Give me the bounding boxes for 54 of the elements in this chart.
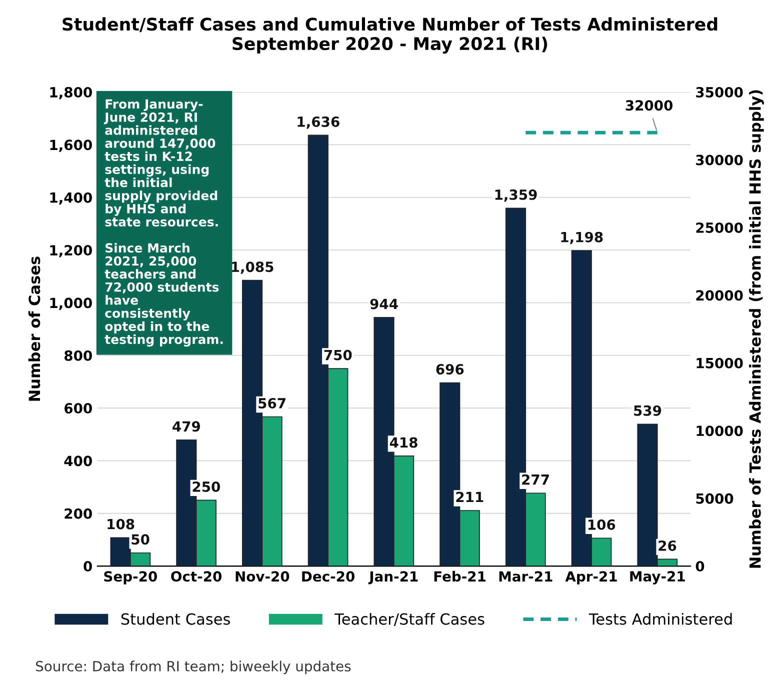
data-label: 1,636 — [298, 116, 340, 129]
y2-tick-label: 5000 — [696, 493, 734, 504]
y-tick-label: 1,600 — [50, 140, 92, 152]
data-label: 418 — [390, 437, 418, 448]
legend-label: Teacher/Staff Cases — [334, 612, 484, 626]
source-note: Source: Data from RI team; biweekly updates — [36, 660, 351, 674]
y-tick-label: 0 — [84, 561, 92, 572]
y-tick-label: 1,800 — [50, 87, 92, 100]
data-label: 211 — [456, 492, 484, 502]
data-label: 539 — [634, 405, 662, 416]
data-label: 106 — [588, 519, 616, 530]
y-axis-title: Number of Cases — [28, 256, 40, 401]
x-tick-label: Jan-21 — [368, 571, 418, 584]
data-label: 944 — [370, 298, 398, 310]
y-tick-label: 1,400 — [50, 192, 92, 205]
x-tick-label: Apr-21 — [565, 571, 617, 584]
legend-label: Student Cases — [121, 612, 230, 625]
y2-tick-label: 20000 — [696, 290, 743, 301]
x-tick-label: Nov-20 — [236, 571, 290, 582]
data-label: 26 — [658, 540, 676, 551]
data-label: 750 — [324, 350, 352, 360]
y2-tick-label: 35000 — [696, 87, 743, 98]
data-label: 250 — [192, 481, 220, 492]
data-label: 1,085 — [232, 262, 274, 274]
data-label: 1,198 — [561, 232, 603, 244]
y2-tick-label: 25000 — [696, 222, 743, 233]
data-label: 1,359 — [495, 189, 537, 202]
chart-title: Student/Staff Cases and Cumulative Number of Tests Administered September 2020 - May 2021 (RI) — [62, 17, 718, 54]
x-tick-label: Sep-20 — [104, 571, 157, 584]
y2-tick-label: 0 — [696, 561, 704, 572]
x-tick-label: May-21 — [630, 571, 685, 584]
y2-tick-label: 30000 — [696, 154, 743, 166]
x-tick-label: Mar-21 — [499, 571, 552, 582]
x-tick-label: Oct-20 — [171, 571, 222, 582]
y-tick-label: 1,000 — [50, 298, 92, 310]
x-tick-label: Feb-21 — [434, 570, 486, 582]
y-tick-label: 400 — [64, 456, 92, 466]
y-tick-label: 200 — [64, 508, 92, 519]
data-label: 567 — [258, 398, 286, 408]
y-tick-label: 600 — [64, 403, 92, 414]
y-tick-label: 800 — [64, 350, 92, 361]
data-label: 50 — [132, 534, 150, 545]
data-label: 277 — [522, 474, 549, 485]
data-label: 32000 — [626, 100, 673, 111]
data-label: 696 — [436, 364, 464, 375]
legend-label: Tests Administered — [588, 612, 732, 625]
x-tick-label: Dec-20 — [302, 571, 355, 582]
y-tick-label: 1,200 — [50, 245, 92, 258]
data-label: 479 — [172, 421, 200, 432]
y2-axis-title: Number of Tests Administered (from initial HHS supply) — [749, 90, 764, 568]
data-label: 108 — [108, 518, 134, 530]
text: From January- June 2021, RI administered around 147,000 tests in K-12 settings, using the initial supply provided by HHS and state resources. Since March 2021, 25,000 teachers and 72,000 students have consistently opted in to the testing program. — [104, 99, 223, 347]
y2-tick-label: 10000 — [696, 426, 743, 436]
y2-tick-label: 15000 — [696, 358, 743, 368]
